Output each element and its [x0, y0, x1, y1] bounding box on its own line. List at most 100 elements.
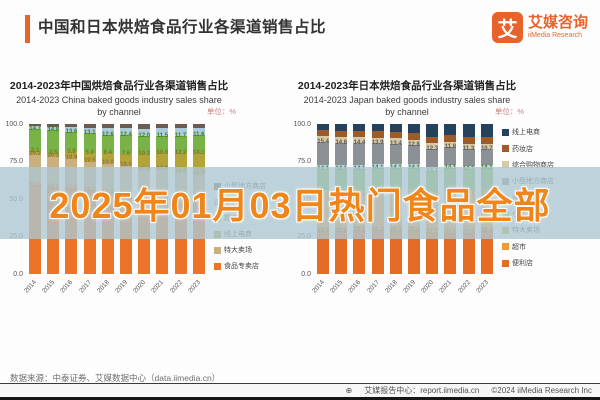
segment-value-label: 11.7 [174, 132, 187, 139]
title-accent-bar [25, 15, 30, 43]
segment-value-label: 14.4 [353, 139, 366, 146]
legend-label: 药妆店 [512, 145, 533, 153]
segment-value-label: 3.9 [67, 149, 76, 156]
report-center-text: 艾媒报告中心：report.iimedia.cn [364, 386, 480, 395]
y-tick-label: 0.0 [301, 270, 311, 278]
bar-segment: 13.4 [389, 141, 402, 164]
bar-segment [317, 124, 330, 131]
bar-segment [462, 124, 475, 137]
legend-item: 超市 [502, 242, 575, 252]
segment-value-label: 20.2 [29, 151, 41, 158]
y-tick-label: 0.0 [13, 270, 23, 278]
legend-item: 食品专卖店 [214, 261, 287, 271]
bar-segment: 14.8 [47, 127, 60, 153]
iimedia-logo: 艾 艾媒咨询 iiMedia Research [491, 12, 588, 43]
segment-value-label: 11.6 [193, 132, 205, 139]
bar-segment: 11.8 [444, 143, 457, 165]
y-tick-label: 100.0 [5, 120, 23, 128]
legend-swatch-icon [214, 246, 221, 254]
legend-item: 综合购物商店 [502, 160, 575, 170]
bar-segment [353, 137, 366, 143]
legend-label: 线上电商 [512, 129, 540, 137]
bar-segment: 2.5 [47, 149, 60, 157]
japan-x-axis: 2014 2015 2016 2017 2018 2019 2020 2021 2022 2023 [311, 277, 496, 297]
segment-value-label: 11.8 [444, 143, 457, 150]
bar-segment: 10.7 [480, 145, 493, 165]
logo-name-en: iiMedia Research [527, 31, 583, 39]
legend-swatch-icon [502, 145, 509, 153]
japan-chart-title-cn: 2014-2023年日本烘焙食品行业各渠道销售占比 [297, 80, 517, 92]
segment-value-label: 10.6 [156, 149, 169, 156]
bar-segment [192, 127, 205, 136]
bar-segment [47, 124, 60, 127]
x-tick-label: 2022 [168, 278, 184, 295]
segment-value-label: 19.9 [65, 154, 78, 161]
bar-segment [65, 127, 78, 132]
bar-segment [444, 164, 457, 169]
bar-segment: 11.7 [174, 132, 187, 154]
segment-value-label: 5.0 [85, 150, 94, 157]
segment-value-label: 12.2 [174, 150, 187, 157]
watermark-text: 2025年01月03日热门食品全部 [49, 185, 551, 226]
china-chart-header: 2014-2023年中国烘焙食品行业各渠道销售占比 2014-2023 Chin… [0, 78, 238, 117]
bar-segment [480, 136, 493, 144]
bar-segment: 6.4 [101, 150, 114, 163]
bar-segment [47, 126, 60, 131]
bar-segment [480, 124, 493, 137]
legend-label: 食品专卖店 [224, 263, 259, 270]
segment-value-label: 10.7 [480, 145, 493, 152]
segment-value-label: 7.6 [121, 150, 131, 157]
bar-segment [65, 124, 78, 128]
x-tick-label: 2021 [150, 278, 166, 295]
china-x-axis: 2014 2015 2016 2017 2018 2019 2020 2021 2022 2023 [23, 277, 208, 297]
x-tick-label: 2022 [456, 278, 472, 295]
japan-chart-header: 2014-2023年日本烘焙食品行业各渠道销售占比 2014-2023 Japa… [288, 78, 526, 117]
legend-swatch-icon [502, 128, 509, 136]
bar-segment [426, 143, 439, 149]
segment-value-label: 12.0 [138, 133, 151, 140]
bar-segment [389, 132, 402, 139]
bar-segment [29, 124, 42, 127]
bar-segment [462, 143, 475, 149]
bar-segment: 10.3 [138, 151, 151, 170]
bar-segment: 13.6 [65, 129, 78, 153]
segment-value-label: 20.3 [47, 153, 60, 160]
bar-segment [138, 124, 151, 129]
bar-segment: 7.6 [120, 150, 133, 166]
x-tick-label: 2016 [347, 278, 363, 295]
legend-swatch-icon [502, 161, 509, 169]
segment-value-label: 13.1 [83, 130, 96, 137]
japan-chart-title-en: 2014-2023 Japan baked goods industry sal… [303, 95, 511, 105]
bar-segment [480, 164, 493, 169]
bar-segment: 11.6 [192, 132, 205, 153]
bar-segment: 5.0 [83, 150, 96, 161]
bar-segment: 12.3 [426, 146, 439, 168]
bar-segment [83, 127, 96, 134]
segment-value-label: 2.1 [30, 148, 40, 155]
legend-swatch-icon [502, 259, 509, 267]
bar-segment [444, 135, 457, 142]
bar-segment [408, 133, 421, 140]
x-tick-label: 2023 [474, 278, 490, 295]
china-chart-title-en: 2014-2023 China baked goods industry sal… [16, 95, 222, 105]
segment-value-label: 2.5 [49, 149, 58, 156]
bar-segment [353, 124, 366, 132]
x-tick-label: 2021 [438, 278, 454, 295]
legend-swatch-icon [214, 262, 221, 270]
segment-value-label: 15.4 [317, 138, 329, 145]
legend-item: 特大卖场 [214, 245, 287, 255]
legend-label: 特大卖场 [224, 247, 252, 254]
page-title: 中国和日本烘焙食品行业各渠道销售占比 [38, 19, 327, 36]
segment-value-label: 6.4 [103, 150, 113, 157]
bar-segment: 14.7 [29, 126, 42, 152]
bar-segment [371, 137, 384, 144]
y-tick-label: 75.0 [297, 158, 311, 165]
globe-icon: ⊕ [345, 385, 353, 395]
bar-segment [138, 128, 151, 137]
bar-segment: 11.5 [156, 133, 169, 153]
x-tick-label: 2023 [186, 278, 202, 295]
bar-segment [120, 128, 133, 136]
segment-value-label: 14.7 [29, 126, 41, 133]
bar-segment [444, 124, 457, 136]
